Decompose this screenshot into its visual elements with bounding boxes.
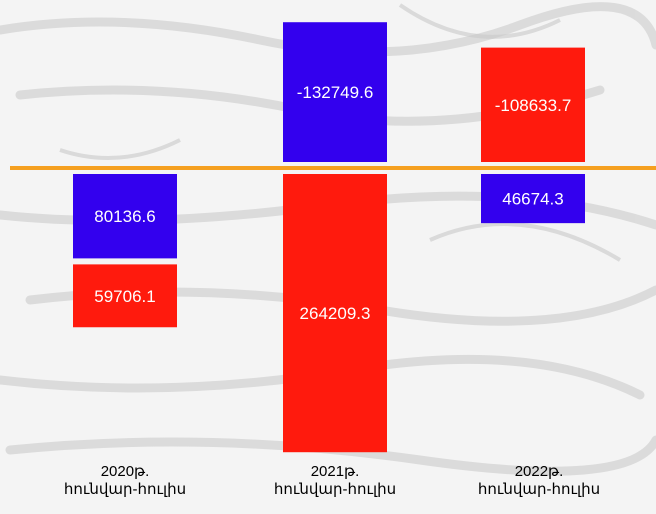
category-label-2021: 2021թ. հունվար-հուլիս bbox=[273, 463, 397, 498]
data-label-2-1: -108633.7 bbox=[495, 96, 572, 115]
data-label-1-0: -132749.6 bbox=[297, 83, 374, 102]
bar-segment-1-1 bbox=[283, 174, 387, 453]
data-label-1-1: 264209.3 bbox=[300, 304, 371, 323]
data-label-2-0: 46674.3 bbox=[502, 190, 563, 209]
bar-segment-2-1 bbox=[481, 47, 585, 162]
bar-segment-2-0 bbox=[481, 174, 585, 224]
category-label-2020: 2020թ. հունվար-հուլիս bbox=[63, 463, 187, 498]
bar-segment-1-0 bbox=[283, 22, 387, 162]
data-label-0-0: 80136.6 bbox=[94, 207, 155, 226]
bar-segment-0-0 bbox=[73, 174, 177, 259]
category-label-2022: 2022թ. հունվար-հուլիս bbox=[477, 463, 601, 498]
bar-segment-0-1 bbox=[73, 264, 177, 328]
data-label-0-1: 59706.1 bbox=[94, 287, 155, 306]
